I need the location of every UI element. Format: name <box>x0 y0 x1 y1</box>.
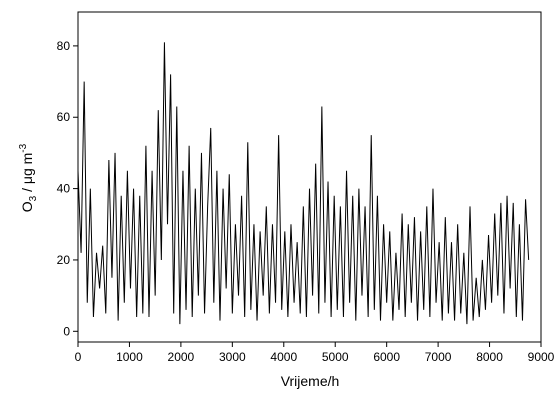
x-tick-label: 1000 <box>116 350 143 364</box>
x-tick-label: 4000 <box>270 350 297 364</box>
x-tick-label: 0 <box>75 350 82 364</box>
y-label-part: -3 <box>18 143 29 152</box>
plot-frame <box>77 11 542 343</box>
y-label-part: 3 <box>28 195 39 201</box>
x-tick-label: 9000 <box>528 350 555 364</box>
x-tick-label: 3000 <box>219 350 246 364</box>
x-tick-label: 2000 <box>168 350 195 364</box>
x-axis-label: Vrijeme/h <box>281 373 340 389</box>
y-label-part: / μg m <box>19 153 35 196</box>
x-tick-label: 5000 <box>322 350 349 364</box>
data-line <box>77 42 530 325</box>
y-axis-label: O3 / μg m-3 <box>18 143 39 212</box>
y-label-part: O <box>19 201 35 212</box>
x-tick-label: 6000 <box>373 350 400 364</box>
x-tick-label: 8000 <box>476 350 503 364</box>
y-tick-label: 80 <box>57 39 71 53</box>
y-tick-label: 0 <box>63 324 70 338</box>
x-tick-label: 7000 <box>425 350 452 364</box>
y-tick-label: 20 <box>57 253 71 267</box>
y-tick-label: 40 <box>57 182 71 196</box>
y-tick-label: 60 <box>57 110 71 124</box>
